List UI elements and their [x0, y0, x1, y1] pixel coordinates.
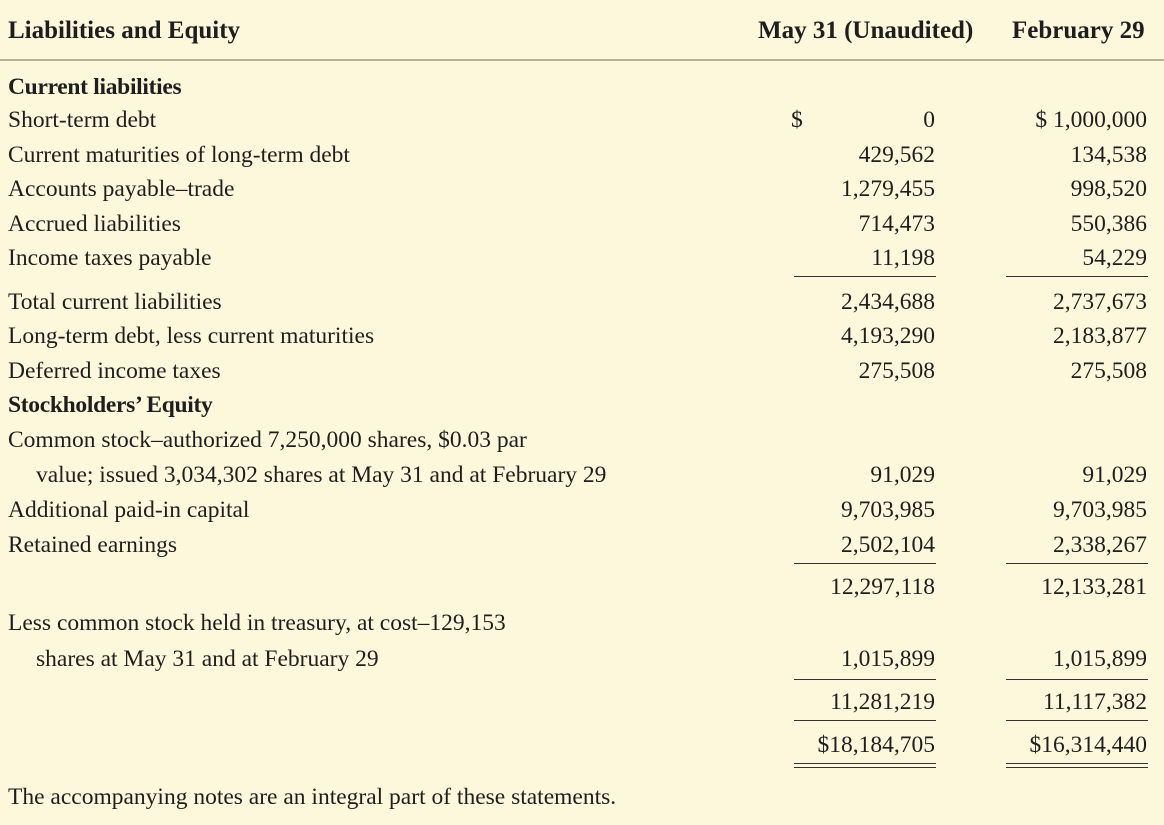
dollar-sign: $	[791, 107, 803, 133]
value-may31: 12,297,118	[830, 574, 935, 600]
value-may31: 1,015,899	[841, 646, 935, 672]
value-feb29: 2,183,877	[1053, 323, 1147, 349]
value-feb29: 91,029	[1082, 462, 1147, 488]
value-may31: 429,562	[858, 142, 935, 168]
value-may31: 2,434,688	[841, 289, 935, 315]
value-may31: 1,279,455	[841, 176, 935, 202]
value-feb29: $ 1,000,000	[1035, 107, 1147, 133]
row-label: shares at May 31 and at February 29	[36, 646, 379, 672]
value-feb29: 11,117,382	[1042, 689, 1147, 715]
row-grand-total: $18,184,705 $16,314,440	[0, 728, 1164, 762]
row-long-term-debt: Long-term debt, less current maturities …	[0, 319, 1164, 353]
row-short-term-debt: Short-term debt $ 0 $ 1,000,000	[0, 103, 1164, 137]
row-total-current-liabilities: Total current liabilities 2,434,688 2,73…	[0, 285, 1164, 319]
value-feb29: 1,015,899	[1053, 646, 1147, 672]
underline-rule	[794, 276, 936, 277]
row-label: Long-term debt, less current maturities	[8, 323, 375, 349]
value-feb29: 9,703,985	[1053, 497, 1147, 523]
value-feb29: 550,386	[1070, 211, 1147, 237]
value-may31: 11,198	[871, 245, 935, 271]
underline-rule	[1006, 563, 1148, 564]
underline-rule	[1006, 276, 1148, 277]
row-treasury-line2: shares at May 31 and at February 29 1,01…	[0, 642, 1164, 676]
double-underline-rule	[794, 767, 936, 768]
value-feb29: 134,538	[1070, 142, 1147, 168]
row-label: Stockholders’ Equity	[8, 392, 213, 418]
row-retained-earnings: Retained earnings 2,502,104 2,338,267	[0, 528, 1164, 562]
double-underline-rule	[794, 763, 936, 764]
value-feb29: 998,520	[1070, 176, 1147, 202]
value-feb29: 275,508	[1070, 358, 1147, 384]
section-current-liabilities: Current liabilities	[0, 70, 1164, 104]
row-deferred-income-taxes: Deferred income taxes 275,508 275,508	[0, 354, 1164, 388]
row-accrued-liabilities: Accrued liabilities 714,473 550,386	[0, 207, 1164, 241]
header-title: Liabilities and Equity	[8, 17, 241, 44]
row-label: Additional paid-in capital	[8, 497, 250, 523]
value-feb29: 2,338,267	[1053, 532, 1147, 558]
double-underline-rule	[1006, 763, 1148, 764]
row-treasury-line1: Less common stock held in treasury, at c…	[0, 606, 1164, 640]
underline-rule	[1006, 720, 1148, 721]
value-may31: 0	[923, 107, 935, 133]
row-common-stock-line2: value; issued 3,034,302 shares at May 31…	[0, 458, 1164, 492]
header-col-feb29: February 29	[1012, 17, 1145, 44]
row-label: Retained earnings	[8, 532, 178, 558]
value-may31: 4,193,290	[841, 323, 935, 349]
value-may31: 275,508	[858, 358, 935, 384]
value-feb29: 12,133,281	[1041, 574, 1147, 600]
value-may31: $18,184,705	[817, 732, 936, 758]
row-label: Accrued liabilities	[8, 211, 181, 237]
underline-rule	[794, 679, 936, 680]
row-income-taxes-payable: Income taxes payable 11,198 54,229	[0, 241, 1164, 275]
footnote: The accompanying notes are an integral p…	[8, 784, 617, 810]
row-label: value; issued 3,034,302 shares at May 31…	[36, 462, 607, 488]
underline-rule	[794, 720, 936, 721]
double-underline-rule	[1006, 767, 1148, 768]
value-may31: 9,703,985	[841, 497, 935, 523]
row-label: Short-term debt	[8, 107, 157, 133]
row-label: Less common stock held in treasury, at c…	[8, 610, 506, 636]
row-label: Accounts payable–trade	[8, 176, 235, 202]
value-may31: 11,281,219	[830, 689, 935, 715]
value-feb29: 54,229	[1082, 245, 1147, 271]
underline-rule	[794, 563, 936, 564]
row-label: Common stock–authorized 7,250,000 shares…	[8, 427, 527, 453]
table-header: Liabilities and Equity May 31 (Unaudited…	[0, 0, 1164, 61]
value-feb29: 2,737,673	[1053, 289, 1147, 315]
section-stockholders-equity: Stockholders’ Equity	[0, 388, 1164, 422]
row-label: Total current liabilities	[8, 289, 222, 315]
underline-rule	[1006, 679, 1148, 680]
row-additional-paid-in-capital: Additional paid-in capital 9,703,985 9,7…	[0, 493, 1164, 527]
value-feb29: $16,314,440	[1029, 732, 1148, 758]
value-may31: 2,502,104	[841, 532, 935, 558]
row-label: Income taxes payable	[8, 245, 212, 271]
row-subtotal: 12,297,118 12,133,281	[0, 570, 1164, 604]
row-accounts-payable: Accounts payable–trade 1,279,455 998,520	[0, 172, 1164, 206]
row-label: Deferred income taxes	[8, 358, 221, 384]
row-current-maturities: Current maturities of long-term debt 429…	[0, 138, 1164, 172]
header-col-may31: May 31 (Unaudited)	[758, 17, 974, 44]
value-may31: 714,473	[858, 211, 935, 237]
row-label: Current maturities of long-term debt	[8, 142, 350, 168]
row-common-stock-line1: Common stock–authorized 7,250,000 shares…	[0, 423, 1164, 457]
row-total-equity: 11,281,219 11,117,382	[0, 685, 1164, 719]
row-label: Current liabilities	[8, 74, 182, 100]
value-may31: 91,029	[870, 462, 935, 488]
